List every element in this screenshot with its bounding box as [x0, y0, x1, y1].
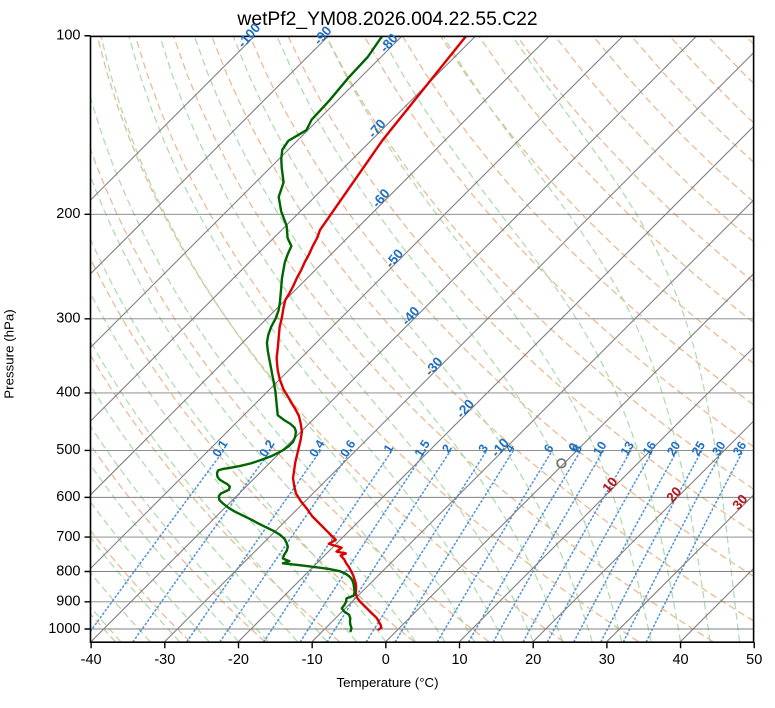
svg-text:50: 50	[746, 652, 762, 668]
svg-text:20: 20	[525, 652, 541, 668]
svg-text:40: 40	[672, 652, 688, 668]
svg-text:0: 0	[382, 652, 390, 668]
svg-text:700: 700	[56, 529, 80, 545]
svg-text:300: 300	[56, 311, 80, 327]
svg-text:400: 400	[56, 385, 80, 401]
svg-text:-30: -30	[154, 652, 175, 668]
svg-text:500: 500	[56, 442, 80, 458]
svg-text:200: 200	[56, 206, 80, 222]
svg-text:-10: -10	[302, 652, 323, 668]
svg-text:-20: -20	[228, 652, 249, 668]
svg-text:1000: 1000	[48, 621, 80, 637]
svg-text:30: 30	[599, 652, 615, 668]
svg-text:800: 800	[56, 563, 80, 579]
svg-text:-40: -40	[81, 652, 102, 668]
svg-text:10: 10	[451, 652, 467, 668]
svg-text:900: 900	[56, 594, 80, 610]
svg-text:100: 100	[56, 28, 80, 44]
svg-text:600: 600	[56, 489, 80, 505]
